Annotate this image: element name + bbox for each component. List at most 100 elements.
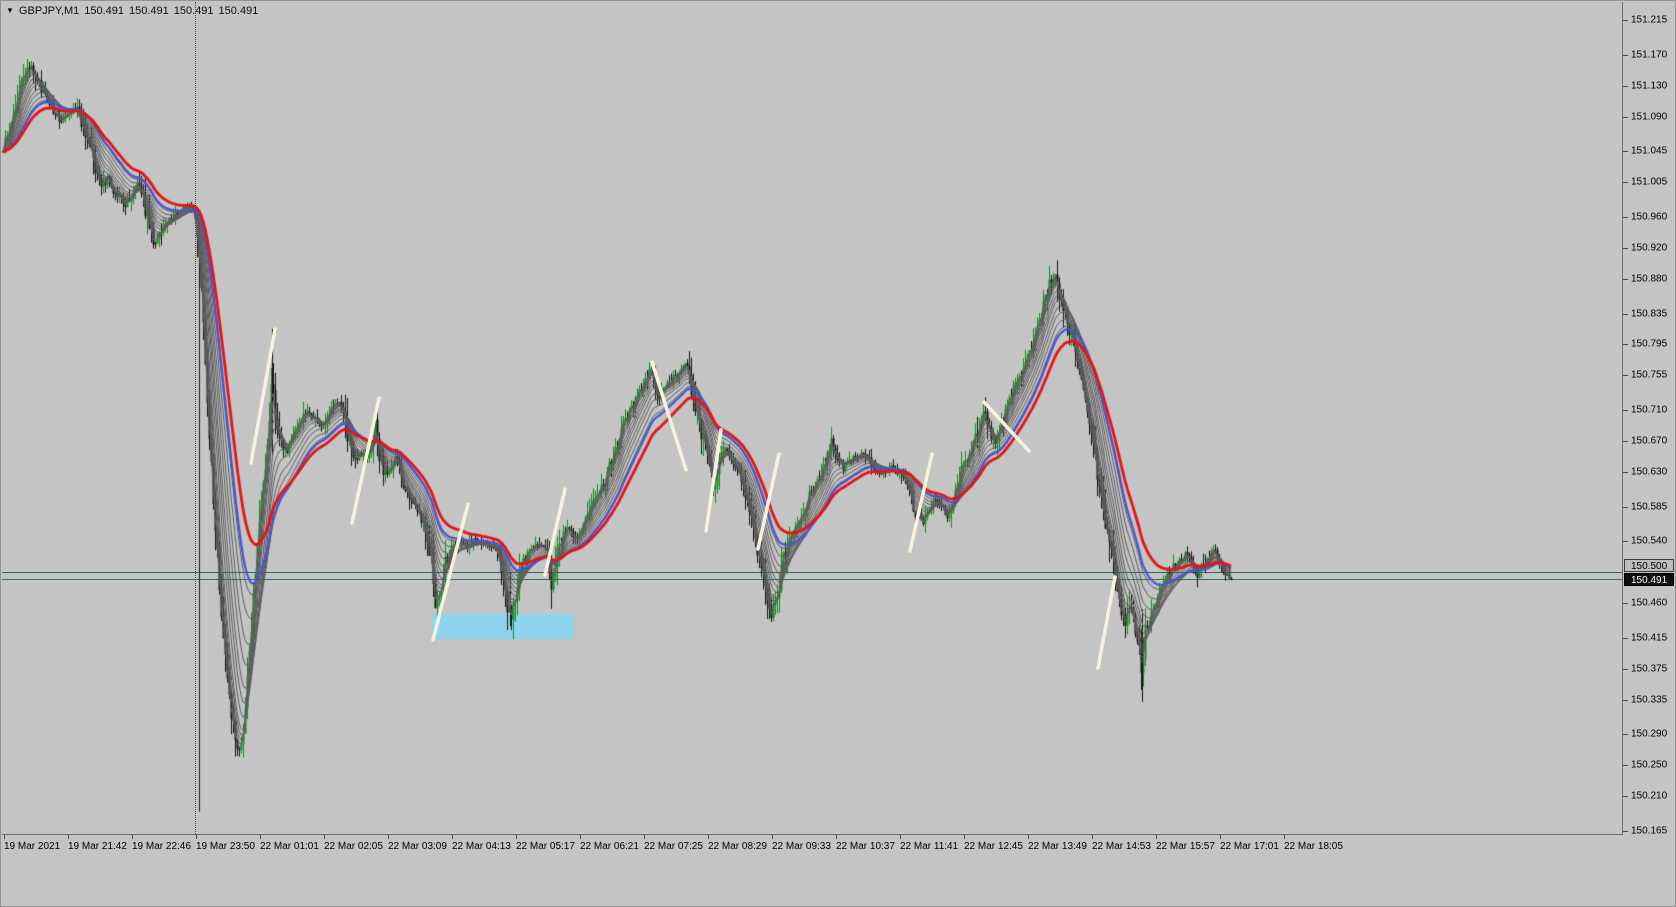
price-axis-label: 150.210 — [1631, 790, 1668, 802]
price-axis-label: 151.170 — [1631, 49, 1668, 61]
time-axis-tick — [900, 835, 901, 839]
time-axis-tick — [580, 835, 581, 839]
time-axis-label: 19 Mar 21:42 — [68, 841, 127, 852]
time-axis-tick — [196, 835, 197, 839]
ohlc-open: 150.491 — [84, 5, 125, 17]
time-axis-tick — [1220, 835, 1221, 839]
time-axis-label: 22 Mar 13:49 — [1028, 841, 1087, 852]
time-axis-label: 22 Mar 17:01 — [1220, 841, 1279, 852]
candles-and-ma-canvas[interactable] — [2, 2, 1622, 834]
time-axis-label: 22 Mar 18:05 — [1284, 841, 1343, 852]
price-axis-tick — [1623, 248, 1628, 249]
price-axis-label: 150.710 — [1631, 404, 1668, 416]
time-axis-tick — [452, 835, 453, 839]
time-axis-tick — [68, 835, 69, 839]
price-axis-tick — [1623, 20, 1628, 21]
price-axis-tick — [1623, 603, 1628, 604]
price-axis-tick — [1623, 541, 1628, 542]
time-axis-tick — [324, 835, 325, 839]
time-axis[interactable]: 19 Mar 2021 19 Mar 21:42 19 Mar 22:46 19 Ma… — [2, 835, 1676, 857]
time-axis-label: 22 Mar 06:21 — [580, 841, 639, 852]
price-axis-label: 150.335 — [1631, 694, 1668, 706]
price-axis-label: 151.090 — [1631, 111, 1668, 123]
price-axis-tick — [1623, 472, 1628, 473]
symbol-timeframe-label: GBPJPY,M1 — [18, 5, 80, 17]
price-axis-tick — [1623, 734, 1628, 735]
price-axis-tick — [1623, 375, 1628, 376]
price-axis-label: 150.165 — [1631, 825, 1668, 837]
time-axis-label: 22 Mar 05:17 — [516, 841, 575, 852]
time-axis-label: 22 Mar 07:25 — [644, 841, 703, 852]
time-axis-label: 19 Mar 23:50 — [196, 841, 255, 852]
time-axis-label: 22 Mar 10:37 — [836, 841, 895, 852]
time-axis-tick — [1156, 835, 1157, 839]
time-axis-tick — [1092, 835, 1093, 839]
price-axis-label: 150.250 — [1631, 759, 1668, 771]
price-axis-tick — [1623, 796, 1628, 797]
time-axis-label: 22 Mar 01:01 — [260, 841, 319, 852]
price-axis-label: 150.415 — [1631, 632, 1668, 644]
price-axis-label: 151.215 — [1631, 14, 1668, 26]
price-axis-label: 150.795 — [1631, 338, 1668, 350]
time-axis-tick — [132, 835, 133, 839]
symbol-dropdown-icon[interactable]: ▼ — [6, 6, 14, 15]
price-axis-tick — [1623, 117, 1628, 118]
time-axis-tick — [1284, 835, 1285, 839]
price-axis-tick — [1623, 279, 1628, 280]
time-axis-label: 19 Mar 2021 — [4, 841, 61, 852]
bid-price-tag: 150.491 — [1624, 573, 1674, 586]
price-axis-tick — [1623, 700, 1628, 701]
price-axis-tick — [1623, 182, 1628, 183]
ohlc-close: 150.491 — [218, 5, 259, 17]
time-axis-tick — [388, 835, 389, 839]
time-axis-label: 22 Mar 04:13 — [452, 841, 511, 852]
time-axis-tick — [964, 835, 965, 839]
price-axis-tick — [1623, 344, 1628, 345]
price-axis-tick — [1623, 410, 1628, 411]
price-axis-label: 150.290 — [1631, 728, 1668, 740]
price-axis-tick — [1623, 86, 1628, 87]
price-axis-tick — [1623, 314, 1628, 315]
hline-price-tag: 150.500 — [1624, 559, 1674, 572]
time-axis-label: 22 Mar 11:41 — [900, 841, 959, 852]
price-axis-label: 150.540 — [1631, 535, 1668, 547]
time-axis-tick — [644, 835, 645, 839]
price-axis-tick — [1623, 441, 1628, 442]
chart-plot-area[interactable]: ▼ GBPJPY,M1 150.491 150.491 150.491 150.491 — [2, 2, 1623, 835]
price-axis-tick — [1623, 669, 1628, 670]
time-axis-label: 22 Mar 03:09 — [388, 841, 447, 852]
time-axis-tick — [708, 835, 709, 839]
price-axis-tick — [1623, 55, 1628, 56]
price-axis-tick — [1623, 831, 1628, 832]
price-axis-label: 150.375 — [1631, 663, 1668, 675]
time-axis-label: 22 Mar 12:45 — [964, 841, 1023, 852]
time-axis-label: 19 Mar 22:46 — [132, 841, 191, 852]
price-axis-label: 150.835 — [1631, 308, 1668, 319]
price-axis-label: 150.460 — [1631, 597, 1668, 609]
price-axis-label: 150.630 — [1631, 466, 1668, 478]
price-axis-label: 151.045 — [1631, 145, 1668, 157]
time-axis-tick — [4, 835, 5, 839]
time-axis-tick — [836, 835, 837, 839]
ohlc-low: 150.491 — [173, 5, 214, 17]
price-axis-label: 150.960 — [1631, 211, 1668, 223]
price-axis-tick — [1623, 217, 1628, 218]
price-axis-label: 151.005 — [1631, 176, 1668, 188]
price-axis-label: 150.920 — [1631, 242, 1668, 254]
time-axis-label: 22 Mar 09:33 — [772, 841, 831, 852]
price-axis[interactable]: 150.500 150.491 151.215 151.170 151.130 151… — [1623, 2, 1676, 837]
price-axis-tick — [1623, 765, 1628, 766]
price-axis-label: 150.755 — [1631, 369, 1668, 381]
price-axis-tick — [1623, 638, 1628, 639]
ohlc-readout: ▼ GBPJPY,M1 150.491 150.491 150.491 150.491 — [6, 5, 263, 17]
price-axis-tick — [1623, 151, 1628, 152]
time-axis-label: 22 Mar 08:29 — [708, 841, 767, 852]
ohlc-high: 150.491 — [129, 5, 169, 17]
time-axis-tick — [516, 835, 517, 839]
price-axis-label: 150.670 — [1631, 435, 1668, 447]
time-axis-tick — [260, 835, 261, 839]
price-axis-label: 150.880 — [1631, 273, 1668, 285]
time-axis-label: 22 Mar 14:53 — [1092, 841, 1151, 852]
